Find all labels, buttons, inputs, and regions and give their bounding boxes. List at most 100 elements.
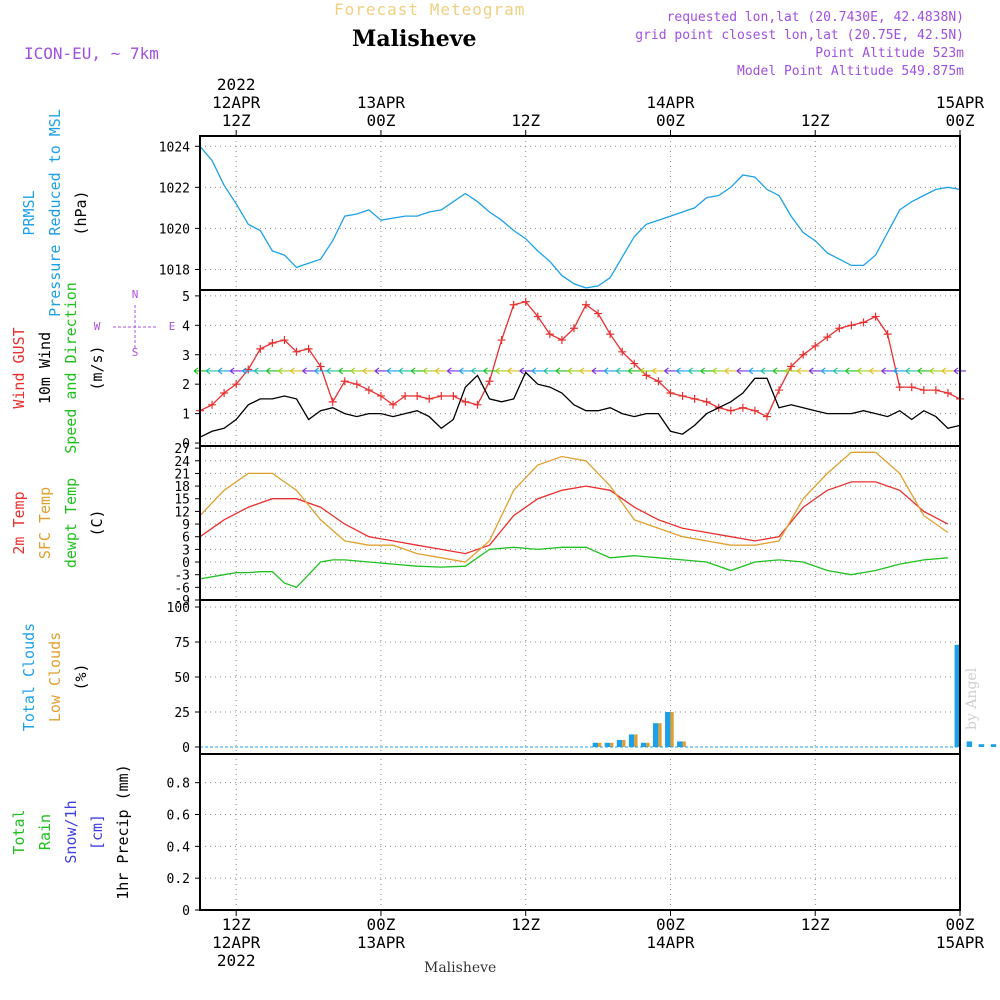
wind-direction-arrow xyxy=(627,367,641,375)
series-dewpt-temp xyxy=(199,546,948,589)
wind-direction-arrow xyxy=(483,367,496,375)
wind-direction-arrow xyxy=(205,367,219,375)
y-tick-label: 0 xyxy=(182,437,190,452)
gust-marker xyxy=(654,377,663,386)
gust-marker xyxy=(823,333,832,342)
bottom-time-label: 12APR xyxy=(212,933,261,952)
wind-direction-arrow xyxy=(434,367,448,375)
panel-label: Total Clouds xyxy=(20,623,38,731)
wind-direction-arrow xyxy=(519,367,532,375)
gust-marker xyxy=(642,371,651,380)
series-2m-temp xyxy=(199,481,949,555)
panel-label: Pressure Reduced to MSL xyxy=(46,109,64,317)
gust-marker xyxy=(304,344,313,353)
panel-label: [cm] xyxy=(88,814,106,850)
y-tick-label: 4 xyxy=(182,319,190,334)
chart-top-title: Forecast Meteogram xyxy=(334,0,526,19)
wind-direction-arrow xyxy=(796,367,810,375)
panel-label: (hPa) xyxy=(72,190,90,235)
panel-label: (m/s) xyxy=(88,345,106,390)
y-tick-label: 1018 xyxy=(159,263,190,278)
top-time-label: 12APR xyxy=(212,93,261,112)
gust-marker xyxy=(666,389,675,398)
gust-marker xyxy=(413,391,422,400)
panel-label: Snow/1h xyxy=(62,800,80,863)
panel-label: Low Clouds xyxy=(46,632,64,722)
top-time-label: 15APR xyxy=(936,93,985,112)
gust-marker xyxy=(582,300,591,309)
gust-marker xyxy=(871,312,880,321)
cloud-bar-low xyxy=(658,723,662,747)
gust-marker xyxy=(268,338,277,347)
compass-cross xyxy=(113,305,157,350)
top-time-label: 12Z xyxy=(511,111,540,130)
wind-direction-arrow xyxy=(314,367,327,375)
panel-label: 10m Wind xyxy=(36,332,54,404)
gust-marker xyxy=(799,350,808,359)
wind-direction-arrow xyxy=(615,367,629,375)
panel-label: dewpt Temp xyxy=(62,478,80,568)
gust-marker xyxy=(473,400,482,409)
cloud-bar-total xyxy=(604,742,611,747)
gust-marker xyxy=(907,383,916,392)
compass-west: W xyxy=(94,320,101,333)
requested-coordinates: requested lon,lat (20.7430E, 42.4838N) xyxy=(666,10,964,25)
cloud-bar-total xyxy=(592,742,599,747)
gust-marker xyxy=(762,412,771,421)
cloud-bar-low xyxy=(670,712,674,747)
y-tick-label: 3 xyxy=(182,543,190,558)
y-tick-label: 0 xyxy=(182,556,190,571)
gust-marker xyxy=(690,394,699,403)
wind-direction-arrow xyxy=(253,367,267,375)
bottom-time-label: 00Z xyxy=(946,915,975,934)
wind-direction-arrow xyxy=(229,367,243,375)
gust-marker xyxy=(895,383,904,392)
y-tick-label: 27 xyxy=(174,442,190,457)
wind-direction-arrow xyxy=(808,367,822,375)
panel-label: (%) xyxy=(72,663,90,690)
panel-frame xyxy=(199,135,961,291)
top-time-label: 00Z xyxy=(946,111,975,130)
bottom-time-label: 2022 xyxy=(217,951,256,970)
panel-wind: 0 1 2 3 4 5 N S W E Wind GUST 10m Wind Speed and Dir… xyxy=(10,282,966,454)
gust-marker xyxy=(376,391,385,400)
gust-marker xyxy=(316,362,325,371)
wind-direction-arrow xyxy=(217,367,231,375)
top-time-label: 12Z xyxy=(222,111,251,130)
wind-direction-arrow xyxy=(664,367,677,375)
gust-marker xyxy=(811,341,820,350)
gust-marker xyxy=(280,336,289,345)
top-time-label: 12Z xyxy=(801,111,830,130)
y-tick-label: 1020 xyxy=(159,222,190,237)
wind-direction-arrow xyxy=(374,367,387,375)
wind-direction-arrow xyxy=(712,367,725,375)
y-tick-label: 6 xyxy=(182,531,190,546)
gust-marker xyxy=(389,400,398,409)
y-tick-label: -9 xyxy=(174,594,190,609)
gust-marker xyxy=(943,389,952,398)
gust-marker xyxy=(630,359,639,368)
wind-direction-arrow xyxy=(929,367,942,375)
gust-marker xyxy=(509,300,518,309)
y-tick-label: 0 xyxy=(182,904,190,919)
y-tick-label: 75 xyxy=(174,636,190,651)
wind-direction-arrow xyxy=(410,367,424,375)
cloud-bar-total xyxy=(665,712,671,747)
wind-direction-arrow xyxy=(652,367,665,375)
gust-marker xyxy=(726,406,735,415)
chart-place-title: Malisheve xyxy=(352,26,477,52)
cloud-bar-low xyxy=(610,742,614,747)
wind-direction-arrow xyxy=(857,367,870,375)
panel-label: 1hr Precip (mm) xyxy=(114,764,132,899)
y-tick-label: 2 xyxy=(182,378,190,393)
gust-marker xyxy=(847,321,856,330)
wind-direction-arrow xyxy=(724,367,737,375)
wind-direction-arrow xyxy=(302,367,315,375)
y-tick-label: 18 xyxy=(174,480,190,495)
model-point-altitude: Model Point Altitude 549.875m xyxy=(737,64,964,79)
wind-direction-arrow xyxy=(591,367,605,375)
gust-marker xyxy=(883,330,892,339)
top-time-label: 00Z xyxy=(656,111,685,130)
panel-label: (C) xyxy=(88,509,106,536)
